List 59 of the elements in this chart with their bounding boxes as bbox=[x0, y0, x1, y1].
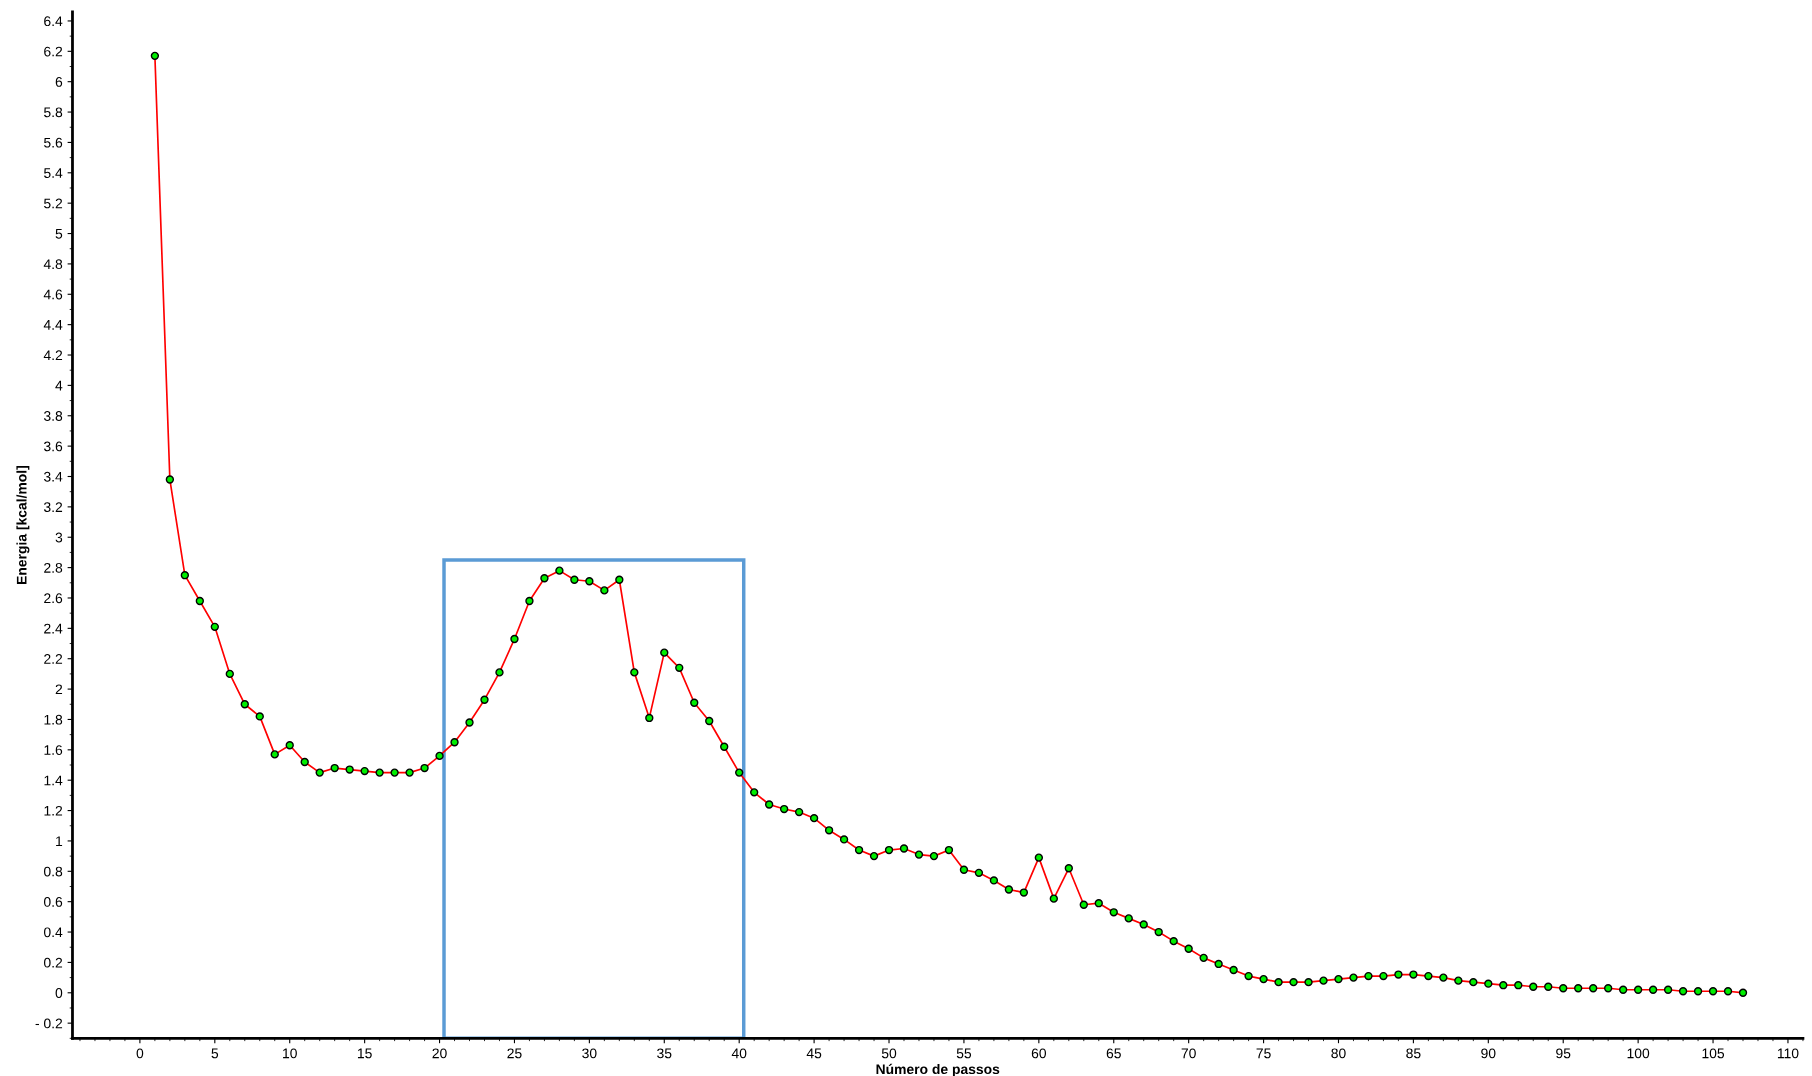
y-tick-label: 2 bbox=[55, 684, 63, 695]
y-tick-label: 2.4 bbox=[44, 623, 63, 634]
x-tick-label: 10 bbox=[283, 1048, 297, 1059]
x-tick-label: 105 bbox=[1702, 1048, 1725, 1059]
y-tick-label: 4.2 bbox=[43, 350, 63, 361]
x-tick-label: 20 bbox=[432, 1048, 447, 1059]
x-tick-label: 80 bbox=[1331, 1048, 1346, 1059]
x-tick-label: 95 bbox=[1556, 1048, 1571, 1059]
y-tick-label: 3.2 bbox=[43, 502, 63, 513]
x-axis-title: Número de passos bbox=[876, 1063, 1000, 1076]
x-tick-label: 65 bbox=[1106, 1048, 1121, 1059]
y-tick-label: 5.2 bbox=[44, 198, 63, 209]
y-tick-label: - 0.2 bbox=[35, 1018, 63, 1029]
y-tick-label: 6.4 bbox=[44, 16, 63, 27]
y-tick-label: 0.4 bbox=[43, 927, 63, 938]
x-tick-label: 90 bbox=[1481, 1048, 1496, 1059]
x-tick-label: 110 bbox=[1777, 1048, 1799, 1059]
y-tick-label: 5 bbox=[55, 229, 63, 239]
x-tick-label: 60 bbox=[1031, 1048, 1047, 1059]
y-tick-label: 6.2 bbox=[44, 46, 63, 57]
y-tick-label: 4.8 bbox=[43, 259, 63, 270]
x-tick-label: 40 bbox=[731, 1048, 747, 1059]
y-tick-label: 0.2 bbox=[43, 957, 63, 968]
y-tick-label: 4.6 bbox=[43, 289, 63, 300]
y-tick-label: 1.8 bbox=[44, 714, 63, 725]
x-tick-label: 35 bbox=[657, 1048, 672, 1059]
y-tick-label: 2.2 bbox=[44, 654, 63, 664]
x-tick-label: 45 bbox=[806, 1048, 822, 1059]
y-tick-label: 2.8 bbox=[44, 562, 63, 573]
x-tick-label: 5 bbox=[211, 1048, 219, 1059]
x-tick-label: 15 bbox=[357, 1048, 372, 1059]
y-tick-label: 0.6 bbox=[43, 897, 63, 907]
y-tick-label: 3.8 bbox=[43, 411, 63, 421]
y-tick-label: 0 bbox=[55, 988, 63, 998]
y-tick-label: 5.4 bbox=[44, 168, 63, 178]
y-tick-label: 4.4 bbox=[43, 320, 63, 330]
y-tick-label: 1.6 bbox=[44, 745, 63, 755]
x-tick-label: 0 bbox=[136, 1048, 144, 1059]
x-tick-label: 25 bbox=[507, 1048, 522, 1059]
x-tick-label: 85 bbox=[1406, 1048, 1421, 1059]
y-tick-label: 3 bbox=[55, 532, 63, 543]
y-tick-label: 5.8 bbox=[44, 107, 63, 118]
x-tick-label: 100 bbox=[1627, 1048, 1650, 1059]
y-tick-label: 1 bbox=[56, 836, 63, 846]
x-tick-label: 50 bbox=[881, 1048, 897, 1059]
x-tick-label: 70 bbox=[1181, 1048, 1196, 1059]
y-axis-title: Energia [kcal/mol] bbox=[16, 466, 30, 584]
y-tick-label: 1.4 bbox=[44, 775, 63, 786]
y-tick-label: 0.8 bbox=[43, 866, 63, 877]
y-tick-label: 4 bbox=[55, 380, 63, 391]
x-tick-label: 30 bbox=[582, 1048, 597, 1059]
y-tick-label: 5.6 bbox=[44, 137, 63, 148]
y-tick-label: 1.2 bbox=[44, 805, 63, 816]
y-tick-label: 3.4 bbox=[43, 471, 63, 482]
x-tick-label: 55 bbox=[956, 1048, 972, 1059]
x-tick-label: 75 bbox=[1256, 1048, 1271, 1059]
y-tick-label: 6 bbox=[55, 77, 63, 87]
y-tick-label: 2.6 bbox=[44, 593, 63, 604]
y-tick-label: 3.6 bbox=[43, 441, 63, 452]
